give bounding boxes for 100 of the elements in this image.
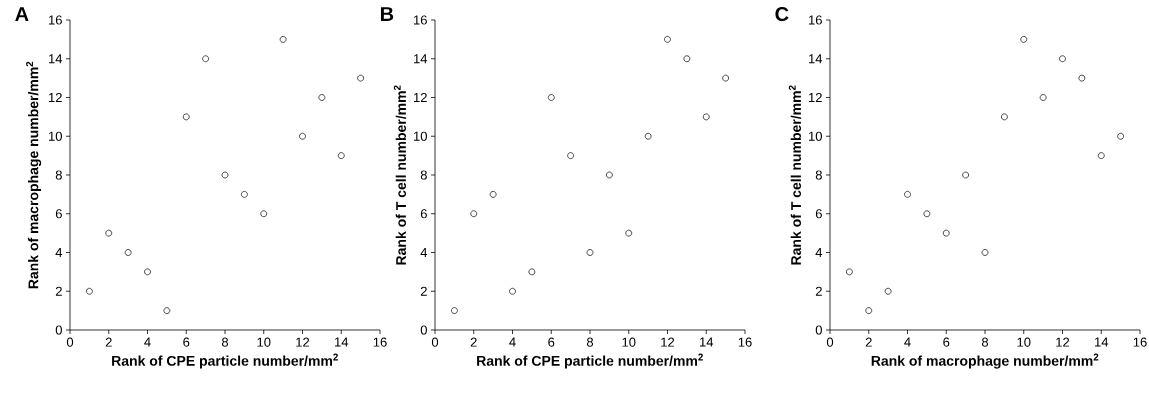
point [722,74,729,82]
x-tick-label: 14 [1095,337,1109,347]
y-tick-label: 6 [55,209,62,219]
point [489,191,497,198]
y-tick-label: 14 [809,54,823,64]
x-tick-label: 16 [1133,337,1147,347]
x-tick-label: 0 [826,337,834,347]
point [644,132,652,140]
y-tick-label: 6 [420,209,427,219]
y-tick-label: 12 [809,92,822,103]
y-tick-label: 10 [49,131,62,141]
point [904,191,911,198]
point [981,249,989,256]
x-tick-label: 6 [183,337,190,347]
y-tick-label: 6 [815,209,822,219]
point [683,55,691,63]
x-tick-label: 8 [981,337,989,347]
x-tick-label: 16 [738,337,752,347]
point [1039,94,1047,101]
point [1078,74,1086,82]
chart-title: A [15,7,29,21]
y-tick-label: 12 [49,92,62,103]
point [586,249,594,256]
y-tick-label: 4 [815,248,823,257]
x-tick-label: 16 [373,337,387,347]
y-tick-label: 8 [815,170,822,180]
point [923,210,931,218]
point [702,113,710,121]
point [144,268,151,276]
x-tick-label: 8 [221,337,229,347]
x-tick-label: 0 [431,337,439,347]
y-tick-label: 12 [414,92,427,103]
point [1117,132,1124,140]
y-tick-label: 14 [49,54,63,64]
y-tick-label: 14 [414,54,428,64]
x-tick-label: 10 [1017,337,1031,347]
point [260,210,268,218]
point [1001,113,1008,121]
chart-title: C [775,6,789,22]
x-axis-title: Rank of CPE particle number/mm$^{2}$ [112,353,338,369]
point [105,229,113,237]
x-tick-label: 4 [144,337,151,347]
point [942,229,950,237]
y-tick-label: 8 [55,170,62,180]
point [846,268,853,276]
point [547,94,555,101]
point [182,113,190,121]
point [124,249,132,256]
point [625,229,633,237]
point [86,287,93,295]
y-tick-label: 8 [420,170,427,180]
x-tick-label: 0 [66,337,74,347]
point [865,307,873,314]
point [221,171,229,179]
x-tick-label: 4 [904,337,911,347]
point [567,152,574,159]
x-tick-label: 12 [296,337,310,347]
y-tick-label: 4 [55,248,63,257]
point [357,74,364,82]
point [606,171,613,179]
point [337,152,345,159]
point [470,210,478,218]
point [163,307,171,314]
y-tick-label: 0 [815,325,822,335]
y-tick-label: 2 [55,286,62,296]
y-tick-label: 16 [414,15,427,25]
x-tick-label: 2 [865,337,872,347]
x-axis-title: Rank of macrophage number/mm$^{2}$ [871,353,1099,369]
point [1020,36,1028,43]
x-tick-label: 10 [622,337,636,347]
y-tick-label: 0 [420,325,427,335]
point [962,171,969,179]
y-axis-title: Rank of T cell number/mm$^{2}$ [393,85,407,265]
point [299,132,306,140]
x-tick-label: 8 [586,337,594,347]
point [318,94,326,101]
x-tick-label: 14 [335,337,349,347]
x-axis-title: Rank of CPE particle number/mm$^{2}$ [477,353,703,369]
chart-title: B [380,7,394,21]
x-tick-label: 2 [105,337,112,347]
point [451,307,458,314]
point [279,36,287,43]
x-tick-label: 6 [943,337,950,347]
y-tick-label: 2 [420,286,427,296]
y-tick-label: 2 [815,286,822,296]
x-tick-label: 2 [470,337,477,347]
point [509,287,516,295]
point [1059,55,1066,63]
y-tick-label: 0 [55,325,62,335]
y-tick-label: 16 [49,15,62,25]
x-tick-label: 12 [661,337,675,347]
point [202,55,209,63]
y-tick-label: 16 [809,15,822,25]
point [241,191,248,198]
x-tick-label: 14 [700,337,714,347]
y-tick-label: 10 [809,131,822,141]
point [528,268,536,276]
point [664,36,671,43]
x-tick-label: 10 [257,337,271,347]
y-axis-title: Rank of T cell number/mm$^{2}$ [788,85,802,265]
